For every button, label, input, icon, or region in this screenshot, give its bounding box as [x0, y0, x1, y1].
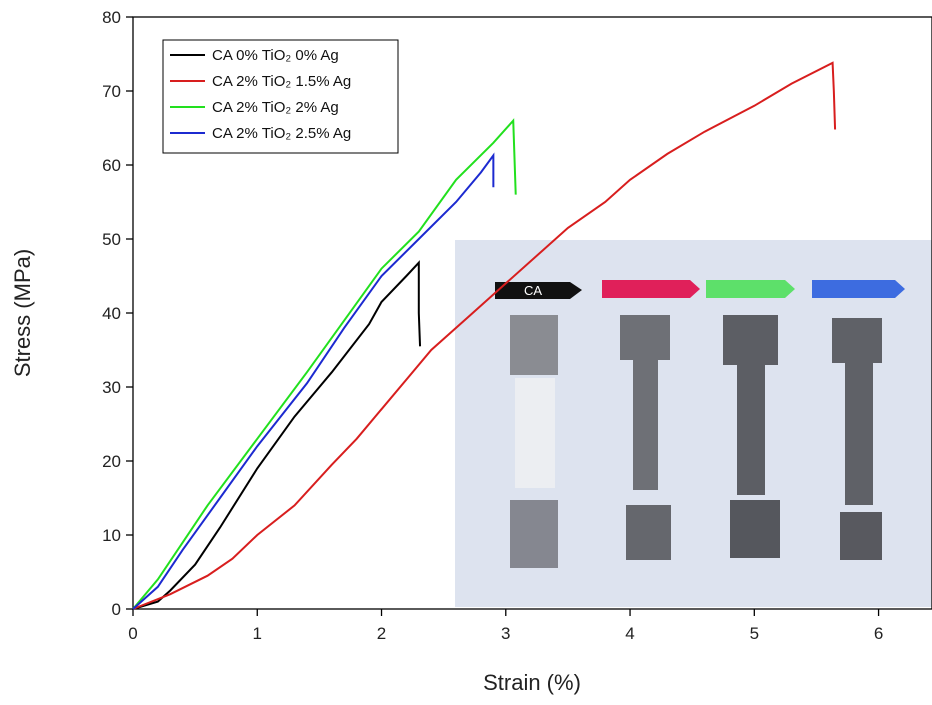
y-tick-label: 30	[102, 378, 121, 397]
y-tick-label: 10	[102, 526, 121, 545]
y-tick-label: 0	[112, 600, 121, 619]
x-tick-label: 5	[750, 624, 759, 643]
y-tick-label: 40	[102, 304, 121, 323]
series-line	[132, 152, 495, 610]
y-tick-label: 80	[102, 8, 121, 27]
x-tick-label: 1	[253, 624, 262, 643]
y-tick-label: 50	[102, 230, 121, 249]
x-tick-label: 6	[874, 624, 883, 643]
series-line	[132, 118, 517, 610]
y-tick-label: 20	[102, 452, 121, 471]
inset-photo: CA	[455, 240, 932, 607]
x-tick-label: 2	[377, 624, 386, 643]
legend-label: CA 2% TiO₂ 2% Ag	[212, 99, 339, 116]
series-line	[132, 61, 837, 610]
x-tick-label: 4	[625, 624, 634, 643]
y-axis-title: Stress (MPa)	[10, 249, 35, 377]
x-axis-title: Strain (%)	[483, 670, 581, 695]
y-tick-label: 60	[102, 156, 121, 175]
x-tick-label: 3	[501, 624, 510, 643]
legend	[162, 39, 399, 154]
series-line	[132, 260, 422, 610]
y-tick-label: 70	[102, 82, 121, 101]
legend-label: CA 0% TiO₂ 0% Ag	[212, 47, 339, 64]
inset-label: CA	[524, 283, 542, 298]
x-tick-label: 0	[128, 624, 137, 643]
legend-label: CA 2% TiO₂ 2.5% Ag	[212, 125, 351, 142]
legend-label: CA 2% TiO₂ 1.5% Ag	[212, 73, 351, 90]
